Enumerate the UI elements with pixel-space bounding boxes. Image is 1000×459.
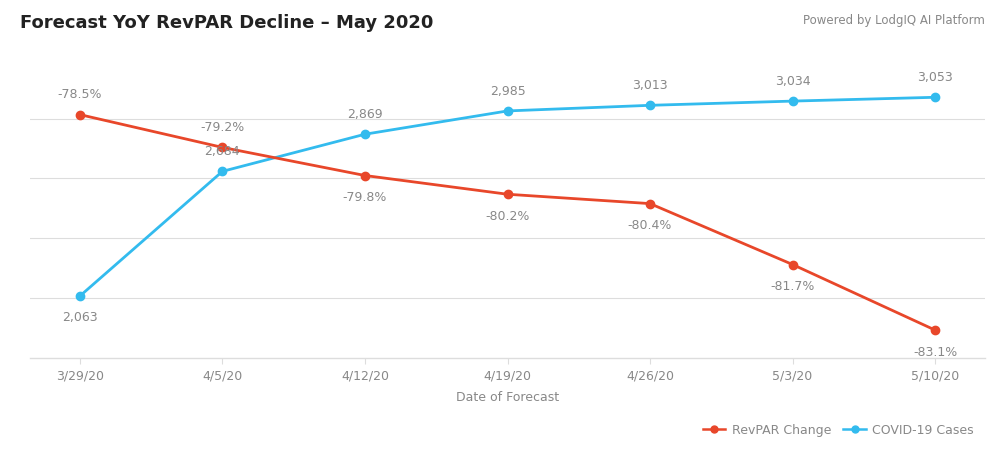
Text: 2,985: 2,985 bbox=[490, 84, 525, 97]
Text: -79.8%: -79.8% bbox=[343, 190, 387, 203]
Text: 2,869: 2,869 bbox=[347, 107, 383, 121]
Text: -79.2%: -79.2% bbox=[200, 121, 245, 134]
Text: 3,053: 3,053 bbox=[917, 71, 953, 84]
Text: -80.2%: -80.2% bbox=[485, 209, 530, 222]
Text: -78.5%: -78.5% bbox=[58, 88, 102, 101]
Text: 2,063: 2,063 bbox=[62, 311, 98, 324]
Text: Forecast YoY RevPAR Decline – May 2020: Forecast YoY RevPAR Decline – May 2020 bbox=[20, 14, 433, 32]
Text: -83.1%: -83.1% bbox=[913, 345, 957, 358]
Text: Powered by LodgIQ AI Platform: Powered by LodgIQ AI Platform bbox=[803, 14, 985, 27]
Text: 3,013: 3,013 bbox=[632, 78, 668, 92]
Text: -80.4%: -80.4% bbox=[628, 218, 672, 231]
Text: 3,034: 3,034 bbox=[775, 74, 810, 88]
X-axis label: Date of Forecast: Date of Forecast bbox=[456, 391, 559, 403]
Text: 2,684: 2,684 bbox=[205, 145, 240, 157]
Text: -81.7%: -81.7% bbox=[770, 280, 815, 292]
Legend: RevPAR Change, COVID-19 Cases: RevPAR Change, COVID-19 Cases bbox=[698, 418, 979, 441]
